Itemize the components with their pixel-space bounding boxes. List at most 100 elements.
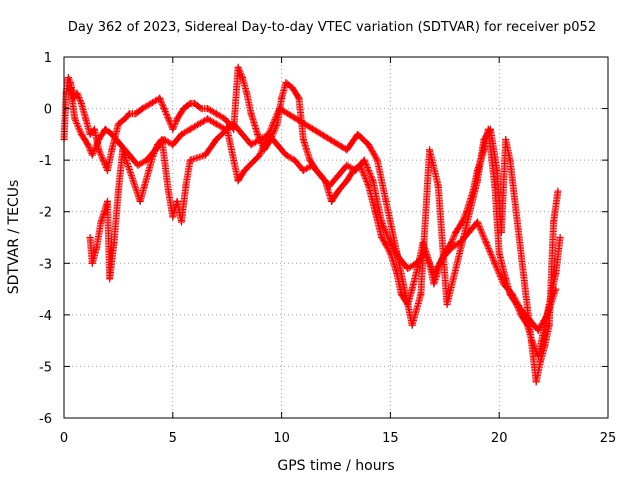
data-point (382, 197, 390, 205)
data-point (114, 120, 122, 128)
data-point (64, 74, 72, 82)
data-point (99, 156, 107, 164)
x-tick-label: 0 (60, 431, 68, 446)
data-point (212, 120, 220, 128)
plot-frame (63, 56, 609, 419)
data-point (452, 228, 460, 236)
data-point (238, 74, 246, 82)
data-point (195, 120, 203, 128)
data-point (243, 89, 251, 97)
y-tick-labels: 1 0 -1 -2 -3 -4 -5 -6 (39, 51, 52, 427)
data-point (550, 218, 558, 226)
data-point (369, 177, 377, 185)
data-point (180, 105, 188, 113)
data-point (186, 125, 194, 133)
data-point (108, 130, 116, 138)
data-point (169, 141, 177, 149)
data-point (67, 84, 75, 92)
data-point (108, 146, 116, 154)
data-point (71, 115, 79, 123)
data-point (178, 130, 186, 138)
data-point (539, 331, 547, 339)
data-point (502, 136, 510, 144)
data-point (480, 136, 488, 144)
data-point (147, 99, 155, 107)
chart-title: Day 362 of 2023, Sidereal Day-to-day VTE… (68, 20, 596, 35)
data-point (352, 166, 360, 174)
data-point (308, 161, 316, 169)
data-point (204, 115, 212, 123)
data-point (101, 125, 109, 133)
data-point (178, 218, 186, 226)
data-point (234, 63, 242, 71)
data-point (556, 234, 564, 241)
data-point (517, 306, 525, 314)
data-point (278, 94, 286, 102)
data-point (354, 130, 362, 138)
data-point (552, 270, 560, 278)
data-point (408, 285, 416, 293)
data-point (145, 166, 153, 174)
data-point (134, 161, 142, 169)
data-point (119, 146, 127, 154)
data-point (430, 280, 438, 288)
data-point (343, 161, 351, 169)
data-point (169, 125, 177, 133)
data-point (173, 115, 181, 123)
data-point (230, 120, 238, 128)
data-point (306, 156, 314, 164)
data-point (371, 208, 379, 216)
data-point (430, 270, 438, 278)
data-point (506, 156, 514, 164)
data-point (334, 187, 342, 195)
data-point (191, 99, 199, 107)
data-point (136, 197, 144, 205)
data-point (77, 99, 85, 107)
data-point (238, 130, 246, 138)
data-point (110, 239, 118, 247)
data-point (325, 182, 333, 190)
data-point (299, 166, 307, 174)
data-point (491, 259, 499, 267)
data-point (121, 115, 129, 123)
data-point (201, 151, 209, 159)
data-point (299, 136, 307, 144)
data-point (273, 141, 281, 149)
series-track-2 (67, 84, 560, 334)
data-point (256, 136, 264, 144)
data-point (386, 239, 394, 247)
x-tick-label: 20 (491, 431, 508, 446)
data-point (114, 187, 122, 195)
x-tick-label: 5 (169, 431, 177, 446)
series-track-3 (86, 105, 562, 386)
data-point (223, 125, 231, 133)
data-point (275, 105, 283, 113)
data-point (373, 156, 381, 164)
data-point (106, 275, 114, 283)
data-point (426, 146, 434, 154)
data-point (493, 166, 501, 174)
data-point (554, 187, 562, 195)
data-point (247, 141, 255, 149)
data-point (282, 151, 290, 159)
data-point (160, 105, 168, 113)
y-tick-label: 0 (44, 103, 52, 118)
data-point (212, 110, 220, 118)
axis-ticks (63, 56, 609, 419)
y-tick-label: -3 (39, 257, 52, 272)
data-point (534, 326, 542, 334)
data-point (173, 197, 181, 205)
data-point (117, 141, 125, 149)
marker-trail-track-2 (67, 84, 560, 334)
grid-lines (64, 57, 608, 418)
data-point (365, 141, 373, 149)
data-point (95, 136, 103, 144)
data-point (417, 290, 425, 298)
data-point (141, 182, 149, 190)
data-point (486, 125, 494, 133)
data-point (212, 136, 220, 144)
data-point (288, 84, 296, 92)
y-tick-label: -6 (39, 412, 52, 427)
data-point (104, 197, 112, 205)
y-axis-label: SDTVAR / TECUs (6, 180, 22, 295)
